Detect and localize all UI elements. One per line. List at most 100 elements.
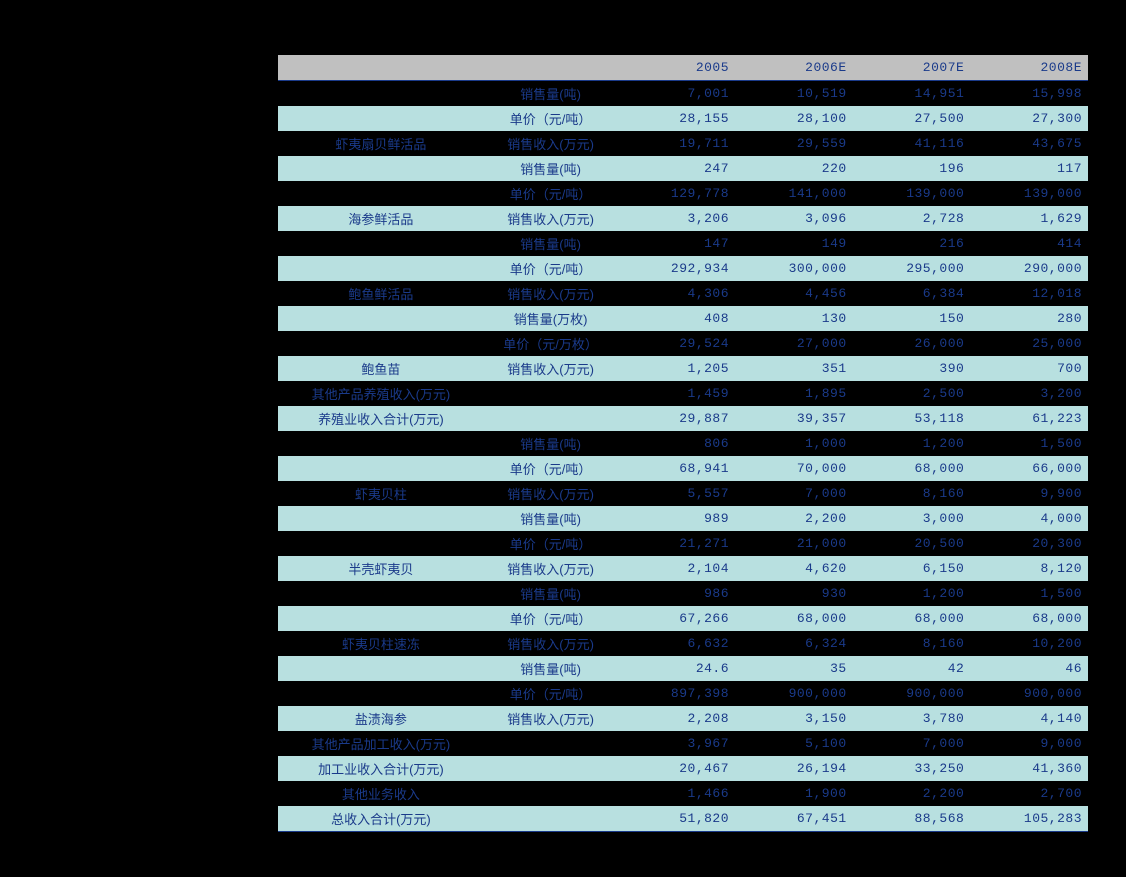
value-cell: 27,300 bbox=[970, 106, 1088, 131]
value-cell: 68,000 bbox=[853, 606, 971, 631]
header-blank-2 bbox=[484, 55, 618, 81]
value-cell: 20,300 bbox=[970, 531, 1088, 556]
value-cell: 1,895 bbox=[735, 381, 853, 406]
summary-blank bbox=[484, 781, 618, 806]
value-cell: 35 bbox=[735, 656, 853, 681]
header-2008e: 2008E bbox=[970, 55, 1088, 81]
value-cell: 150 bbox=[853, 306, 971, 331]
value-cell: 4,620 bbox=[735, 556, 853, 581]
table-row: 鲍鱼苗销售收入(万元)1,205351390700 bbox=[278, 356, 1088, 381]
metric-label: 销售收入(万元) bbox=[484, 706, 618, 731]
summary-blank bbox=[484, 731, 618, 756]
value-cell: 46 bbox=[970, 656, 1088, 681]
value-cell: 7,000 bbox=[853, 731, 971, 756]
value-cell: 1,200 bbox=[853, 431, 971, 456]
value-cell: 700 bbox=[970, 356, 1088, 381]
financial-table: 2005 2006E 2007E 2008E 销售量(吨)7,00110,519… bbox=[278, 55, 1088, 832]
value-cell: 67,451 bbox=[735, 806, 853, 832]
value-cell: 5,557 bbox=[617, 481, 735, 506]
table-row: 销售量(万枚)408130150280 bbox=[278, 306, 1088, 331]
category-label: 虾夷贝柱 bbox=[278, 481, 484, 506]
value-cell: 6,384 bbox=[853, 281, 971, 306]
value-cell: 14,951 bbox=[853, 81, 971, 107]
value-cell: 27,000 bbox=[735, 331, 853, 356]
value-cell: 7,001 bbox=[617, 81, 735, 107]
table-row: 单价（元/吨）292,934300,000295,000290,000 bbox=[278, 256, 1088, 281]
summary-row: 其他产品加工收入(万元)3,9675,1007,0009,000 bbox=[278, 731, 1088, 756]
value-cell: 7,000 bbox=[735, 481, 853, 506]
table-root: 2005 2006E 2007E 2008E 销售量(吨)7,00110,519… bbox=[278, 55, 1088, 832]
metric-label: 单价（元/吨） bbox=[484, 106, 618, 131]
value-cell: 26,194 bbox=[735, 756, 853, 781]
value-cell: 28,155 bbox=[617, 106, 735, 131]
category-label: 海参鲜活品 bbox=[278, 206, 484, 231]
value-cell: 196 bbox=[853, 156, 971, 181]
value-cell: 129,778 bbox=[617, 181, 735, 206]
value-cell: 930 bbox=[735, 581, 853, 606]
value-cell: 12,018 bbox=[970, 281, 1088, 306]
value-cell: 989 bbox=[617, 506, 735, 531]
category-label bbox=[278, 256, 484, 281]
metric-label: 单价（元/吨） bbox=[484, 181, 618, 206]
metric-label: 单价（元/吨） bbox=[484, 256, 618, 281]
value-cell: 9,900 bbox=[970, 481, 1088, 506]
table-row: 销售量(吨)147149216414 bbox=[278, 231, 1088, 256]
metric-label: 销售收入(万元) bbox=[484, 131, 618, 156]
category-label: 鲍鱼苗 bbox=[278, 356, 484, 381]
value-cell: 295,000 bbox=[853, 256, 971, 281]
value-cell: 117 bbox=[970, 156, 1088, 181]
value-cell: 147 bbox=[617, 231, 735, 256]
value-cell: 3,780 bbox=[853, 706, 971, 731]
value-cell: 900,000 bbox=[735, 681, 853, 706]
category-label bbox=[278, 506, 484, 531]
table-row: 单价（元/吨）68,94170,00068,00066,000 bbox=[278, 456, 1088, 481]
value-cell: 130 bbox=[735, 306, 853, 331]
value-cell: 51,820 bbox=[617, 806, 735, 832]
value-cell: 33,250 bbox=[853, 756, 971, 781]
value-cell: 67,266 bbox=[617, 606, 735, 631]
value-cell: 3,967 bbox=[617, 731, 735, 756]
value-cell: 2,208 bbox=[617, 706, 735, 731]
table-row: 销售量(吨)9892,2003,0004,000 bbox=[278, 506, 1088, 531]
summary-row: 加工业收入合计(万元)20,46726,19433,25041,360 bbox=[278, 756, 1088, 781]
metric-label: 单价（元/吨） bbox=[484, 456, 618, 481]
value-cell: 88,568 bbox=[853, 806, 971, 832]
value-cell: 806 bbox=[617, 431, 735, 456]
metric-label: 销售量(吨) bbox=[484, 656, 618, 681]
metric-label: 销售收入(万元) bbox=[484, 556, 618, 581]
category-label bbox=[278, 181, 484, 206]
value-cell: 27,500 bbox=[853, 106, 971, 131]
metric-label: 单价（元/吨） bbox=[484, 606, 618, 631]
metric-label: 单价（元/吨） bbox=[484, 531, 618, 556]
value-cell: 53,118 bbox=[853, 406, 971, 431]
value-cell: 290,000 bbox=[970, 256, 1088, 281]
value-cell: 2,200 bbox=[735, 506, 853, 531]
value-cell: 1,459 bbox=[617, 381, 735, 406]
value-cell: 4,000 bbox=[970, 506, 1088, 531]
value-cell: 70,000 bbox=[735, 456, 853, 481]
value-cell: 5,100 bbox=[735, 731, 853, 756]
table-row: 虾夷扇贝鲜活品销售收入(万元)19,71129,55941,11643,675 bbox=[278, 131, 1088, 156]
value-cell: 3,206 bbox=[617, 206, 735, 231]
value-cell: 10,519 bbox=[735, 81, 853, 107]
value-cell: 8,160 bbox=[853, 631, 971, 656]
value-cell: 4,140 bbox=[970, 706, 1088, 731]
summary-label: 加工业收入合计(万元) bbox=[278, 756, 484, 781]
summary-blank bbox=[484, 806, 618, 832]
value-cell: 6,324 bbox=[735, 631, 853, 656]
category-label bbox=[278, 306, 484, 331]
summary-label: 总收入合计(万元) bbox=[278, 806, 484, 832]
summary-row: 总收入合计(万元)51,82067,45188,568105,283 bbox=[278, 806, 1088, 832]
metric-label: 销售量(吨) bbox=[484, 581, 618, 606]
metric-label: 销售量(吨) bbox=[484, 506, 618, 531]
header-blank-1 bbox=[278, 55, 484, 81]
table-row: 销售量(吨)24.6354246 bbox=[278, 656, 1088, 681]
metric-label: 销售收入(万元) bbox=[484, 631, 618, 656]
value-cell: 414 bbox=[970, 231, 1088, 256]
summary-blank bbox=[484, 756, 618, 781]
table-row: 销售量(吨)7,00110,51914,95115,998 bbox=[278, 81, 1088, 107]
value-cell: 1,900 bbox=[735, 781, 853, 806]
value-cell: 1,000 bbox=[735, 431, 853, 456]
value-cell: 141,000 bbox=[735, 181, 853, 206]
value-cell: 280 bbox=[970, 306, 1088, 331]
